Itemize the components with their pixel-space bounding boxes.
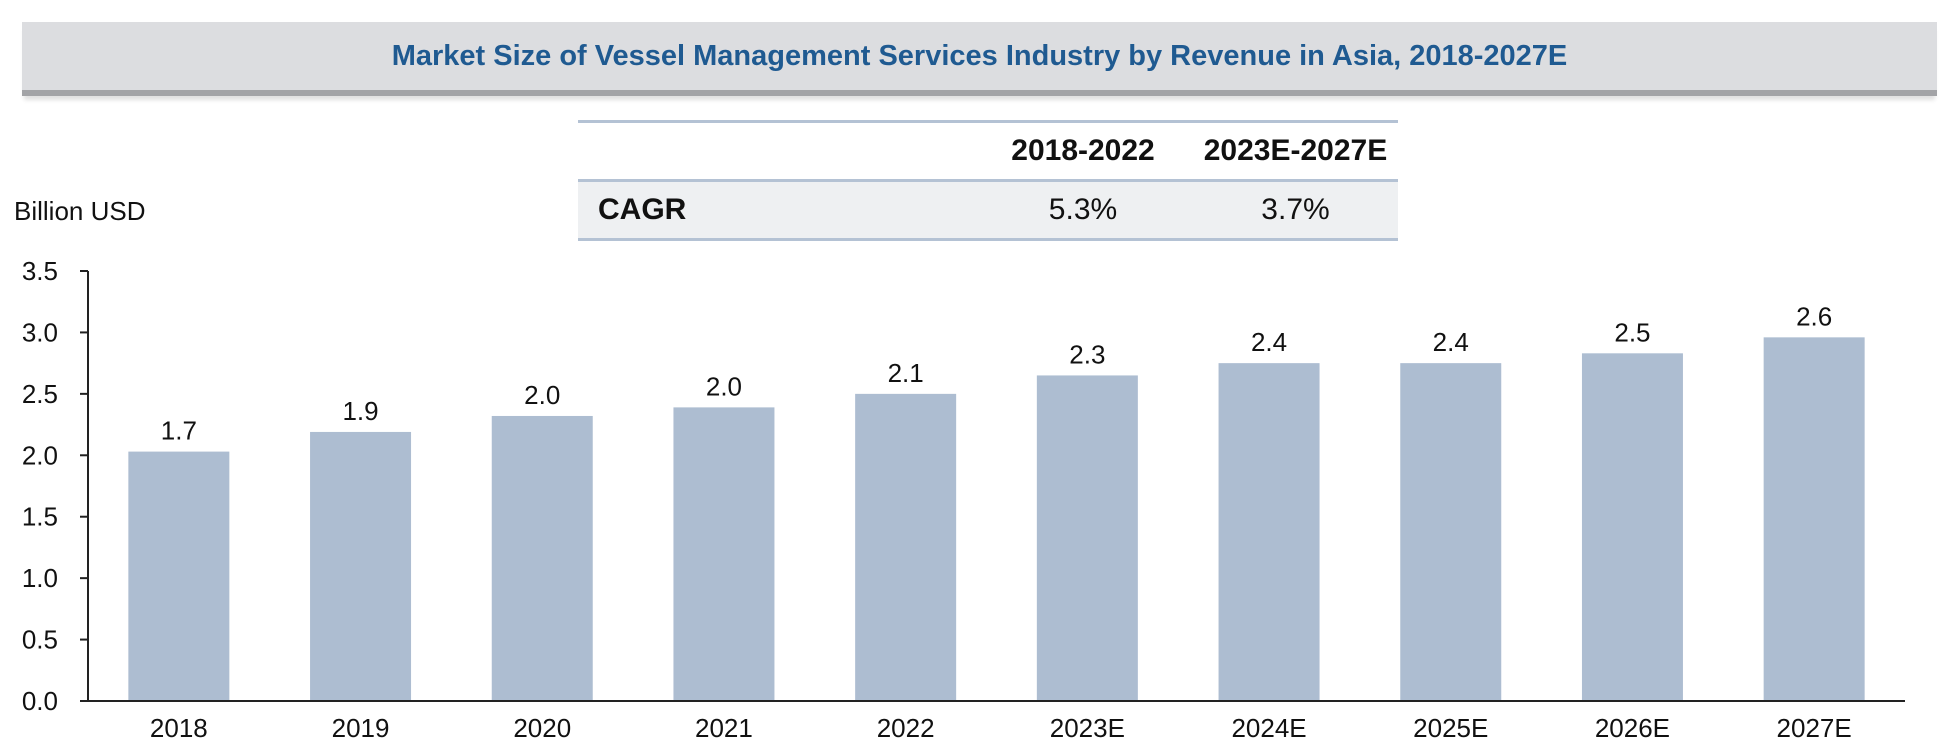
x-tick-label-2026E: 2026E: [1595, 713, 1670, 743]
x-tick-label-2021: 2021: [695, 713, 753, 743]
cagr-header-period-2: 2023E-2027E: [1203, 134, 1388, 167]
y-tick-label-0.5: 0.5: [22, 625, 58, 655]
chart-title: Market Size of Vessel Management Service…: [391, 39, 1568, 72]
x-tick-label-2024E: 2024E: [1231, 713, 1306, 743]
bar-chart: 1.7 2018 1.9 2019 2.0 2020 2.0 2021 2.1 2022 2.3 20…: [22, 256, 1905, 743]
cagr-table: 2018-2022 2023E-2027E CAGR 5.3% 3.7%: [578, 120, 1398, 241]
y-tick-label-2.0: 2.0: [22, 440, 58, 470]
cagr-row-label: CAGR: [598, 193, 687, 226]
bar-2023E: [1036, 375, 1138, 701]
x-tick-label-2018: 2018: [150, 713, 208, 743]
y-tick-label-0.0: 0.0: [22, 686, 58, 716]
x-tick-label-2020: 2020: [513, 713, 571, 743]
title-bar: Market Size of Vessel Management Service…: [22, 22, 1937, 96]
bar-2020: [491, 415, 593, 701]
y-tick-label-1.0: 1.0: [22, 563, 58, 593]
bar-2022: [855, 393, 957, 701]
data-label-2021: 2.0: [706, 371, 742, 401]
data-label-2026E: 2.5: [1614, 317, 1650, 347]
data-label-2023E: 2.3: [1069, 339, 1105, 369]
bar-2021: [673, 407, 775, 701]
data-label-2018: 1.7: [161, 416, 197, 446]
y-tick-label-1.5: 1.5: [22, 502, 58, 532]
bar-2018: [128, 451, 230, 701]
x-tick-label-2027E: 2027E: [1777, 713, 1852, 743]
cagr-header-period-1: 2018-2022: [1011, 134, 1155, 167]
bar-2026E: [1581, 353, 1683, 701]
cagr-table-header: 2018-2022 2023E-2027E: [578, 123, 1398, 182]
y-tick-label-3.0: 3.0: [22, 317, 58, 347]
cagr-value-period-2: 3.7%: [1261, 193, 1330, 226]
bar-2019: [310, 431, 412, 701]
x-tick-label-2022: 2022: [877, 713, 935, 743]
cagr-value-period-1: 5.3%: [1048, 193, 1118, 226]
y-tick-label-2.5: 2.5: [22, 379, 58, 409]
cagr-table-row: CAGR 5.3% 3.7%: [578, 182, 1398, 241]
data-label-2025E: 2.4: [1433, 327, 1469, 357]
x-tick-label-2023E: 2023E: [1050, 713, 1125, 743]
y-tick-label-3.5: 3.5: [22, 256, 58, 286]
data-label-2027E: 2.6: [1796, 301, 1832, 331]
data-label-2019: 1.9: [342, 396, 378, 426]
data-label-2022: 2.1: [888, 358, 924, 388]
bar-2025E: [1400, 363, 1502, 701]
data-label-2020: 2.0: [524, 380, 560, 410]
x-tick-label-2025E: 2025E: [1413, 713, 1488, 743]
x-tick-label-2019: 2019: [332, 713, 390, 743]
data-label-2024E: 2.4: [1251, 327, 1287, 357]
bar-2024E: [1218, 363, 1320, 701]
bar-2027E: [1763, 337, 1865, 701]
y-axis-unit-label: Billion USD: [14, 196, 146, 226]
